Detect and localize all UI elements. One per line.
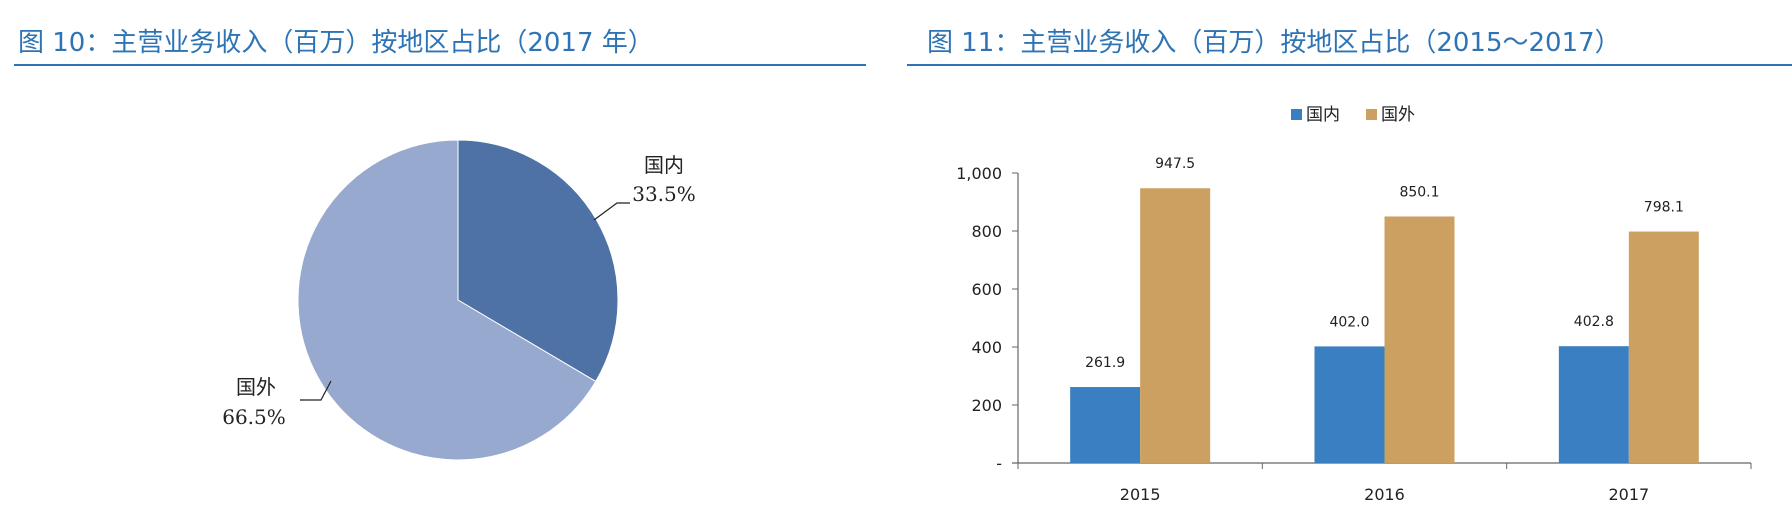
y-tick-label: 600 xyxy=(971,280,1002,299)
leader-line xyxy=(300,380,332,401)
bar-data-label: 261.9 xyxy=(1085,355,1125,371)
title-divider xyxy=(907,64,1792,66)
pie-percent-domestic: 33.5% xyxy=(632,182,696,206)
bar-foreign-2016 xyxy=(1384,216,1455,463)
y-tick-label: - xyxy=(996,454,1002,473)
bar-chart-panel: 图 11：主营业务收入（百万）按地区占比（2015～2017） - 200 400 6… xyxy=(905,0,1792,530)
bar-foreign-2015 xyxy=(1140,188,1211,463)
bar-chart-title: 图 11：主营业务收入（百万）按地区占比（2015～2017） xyxy=(927,28,1621,58)
legend-label: 国外 xyxy=(1381,105,1415,125)
pie-chart-panel: 图 10：主营业务收入（百万）按地区占比（2017 年） 国内 33.5% 国外 66… xyxy=(0,0,880,530)
pie-label-domestic: 国内 xyxy=(644,153,684,177)
y-tick-label: 800 xyxy=(971,222,1002,241)
title-divider xyxy=(14,64,866,66)
bar-domestic-2015 xyxy=(1070,387,1141,463)
bar-domestic-2017 xyxy=(1558,346,1629,463)
y-tick-label: 1,000 xyxy=(956,164,1002,183)
bar-domestic-2016 xyxy=(1314,346,1385,463)
pie-slice-domestic xyxy=(457,139,619,383)
pie-percent-foreign: 66.5% xyxy=(222,405,286,429)
x-tick-label: 2015 xyxy=(1120,485,1161,504)
pie-label-foreign: 国外 xyxy=(236,375,276,399)
pie-chart: 国内 33.5% 国外 66.5% xyxy=(222,139,696,461)
pie-slice-foreign xyxy=(297,139,597,461)
legend-swatch xyxy=(1291,109,1302,120)
pie-chart-title: 图 10：主营业务收入（百万）按地区占比（2017 年） xyxy=(18,28,654,58)
legend-swatch xyxy=(1366,109,1377,120)
bar-data-label: 798.1 xyxy=(1644,200,1684,216)
bar-data-label: 402.8 xyxy=(1574,314,1614,330)
legend-label: 国内 xyxy=(1306,105,1340,125)
leader-line xyxy=(593,202,630,221)
x-tick-label: 2016 xyxy=(1364,485,1405,504)
bar-data-label: 850.1 xyxy=(1399,184,1439,200)
bar-chart: - 200 400 600 800 1,000 2015 261.9 947.5 2016 402.… xyxy=(956,105,1752,504)
x-tick-label: 2017 xyxy=(1608,485,1649,504)
y-tick-label: 200 xyxy=(971,396,1002,415)
bar-data-label: 402.0 xyxy=(1329,314,1369,330)
bar-foreign-2017 xyxy=(1628,231,1699,463)
y-tick-label: 400 xyxy=(971,338,1002,357)
bar-data-label: 947.5 xyxy=(1155,156,1195,172)
